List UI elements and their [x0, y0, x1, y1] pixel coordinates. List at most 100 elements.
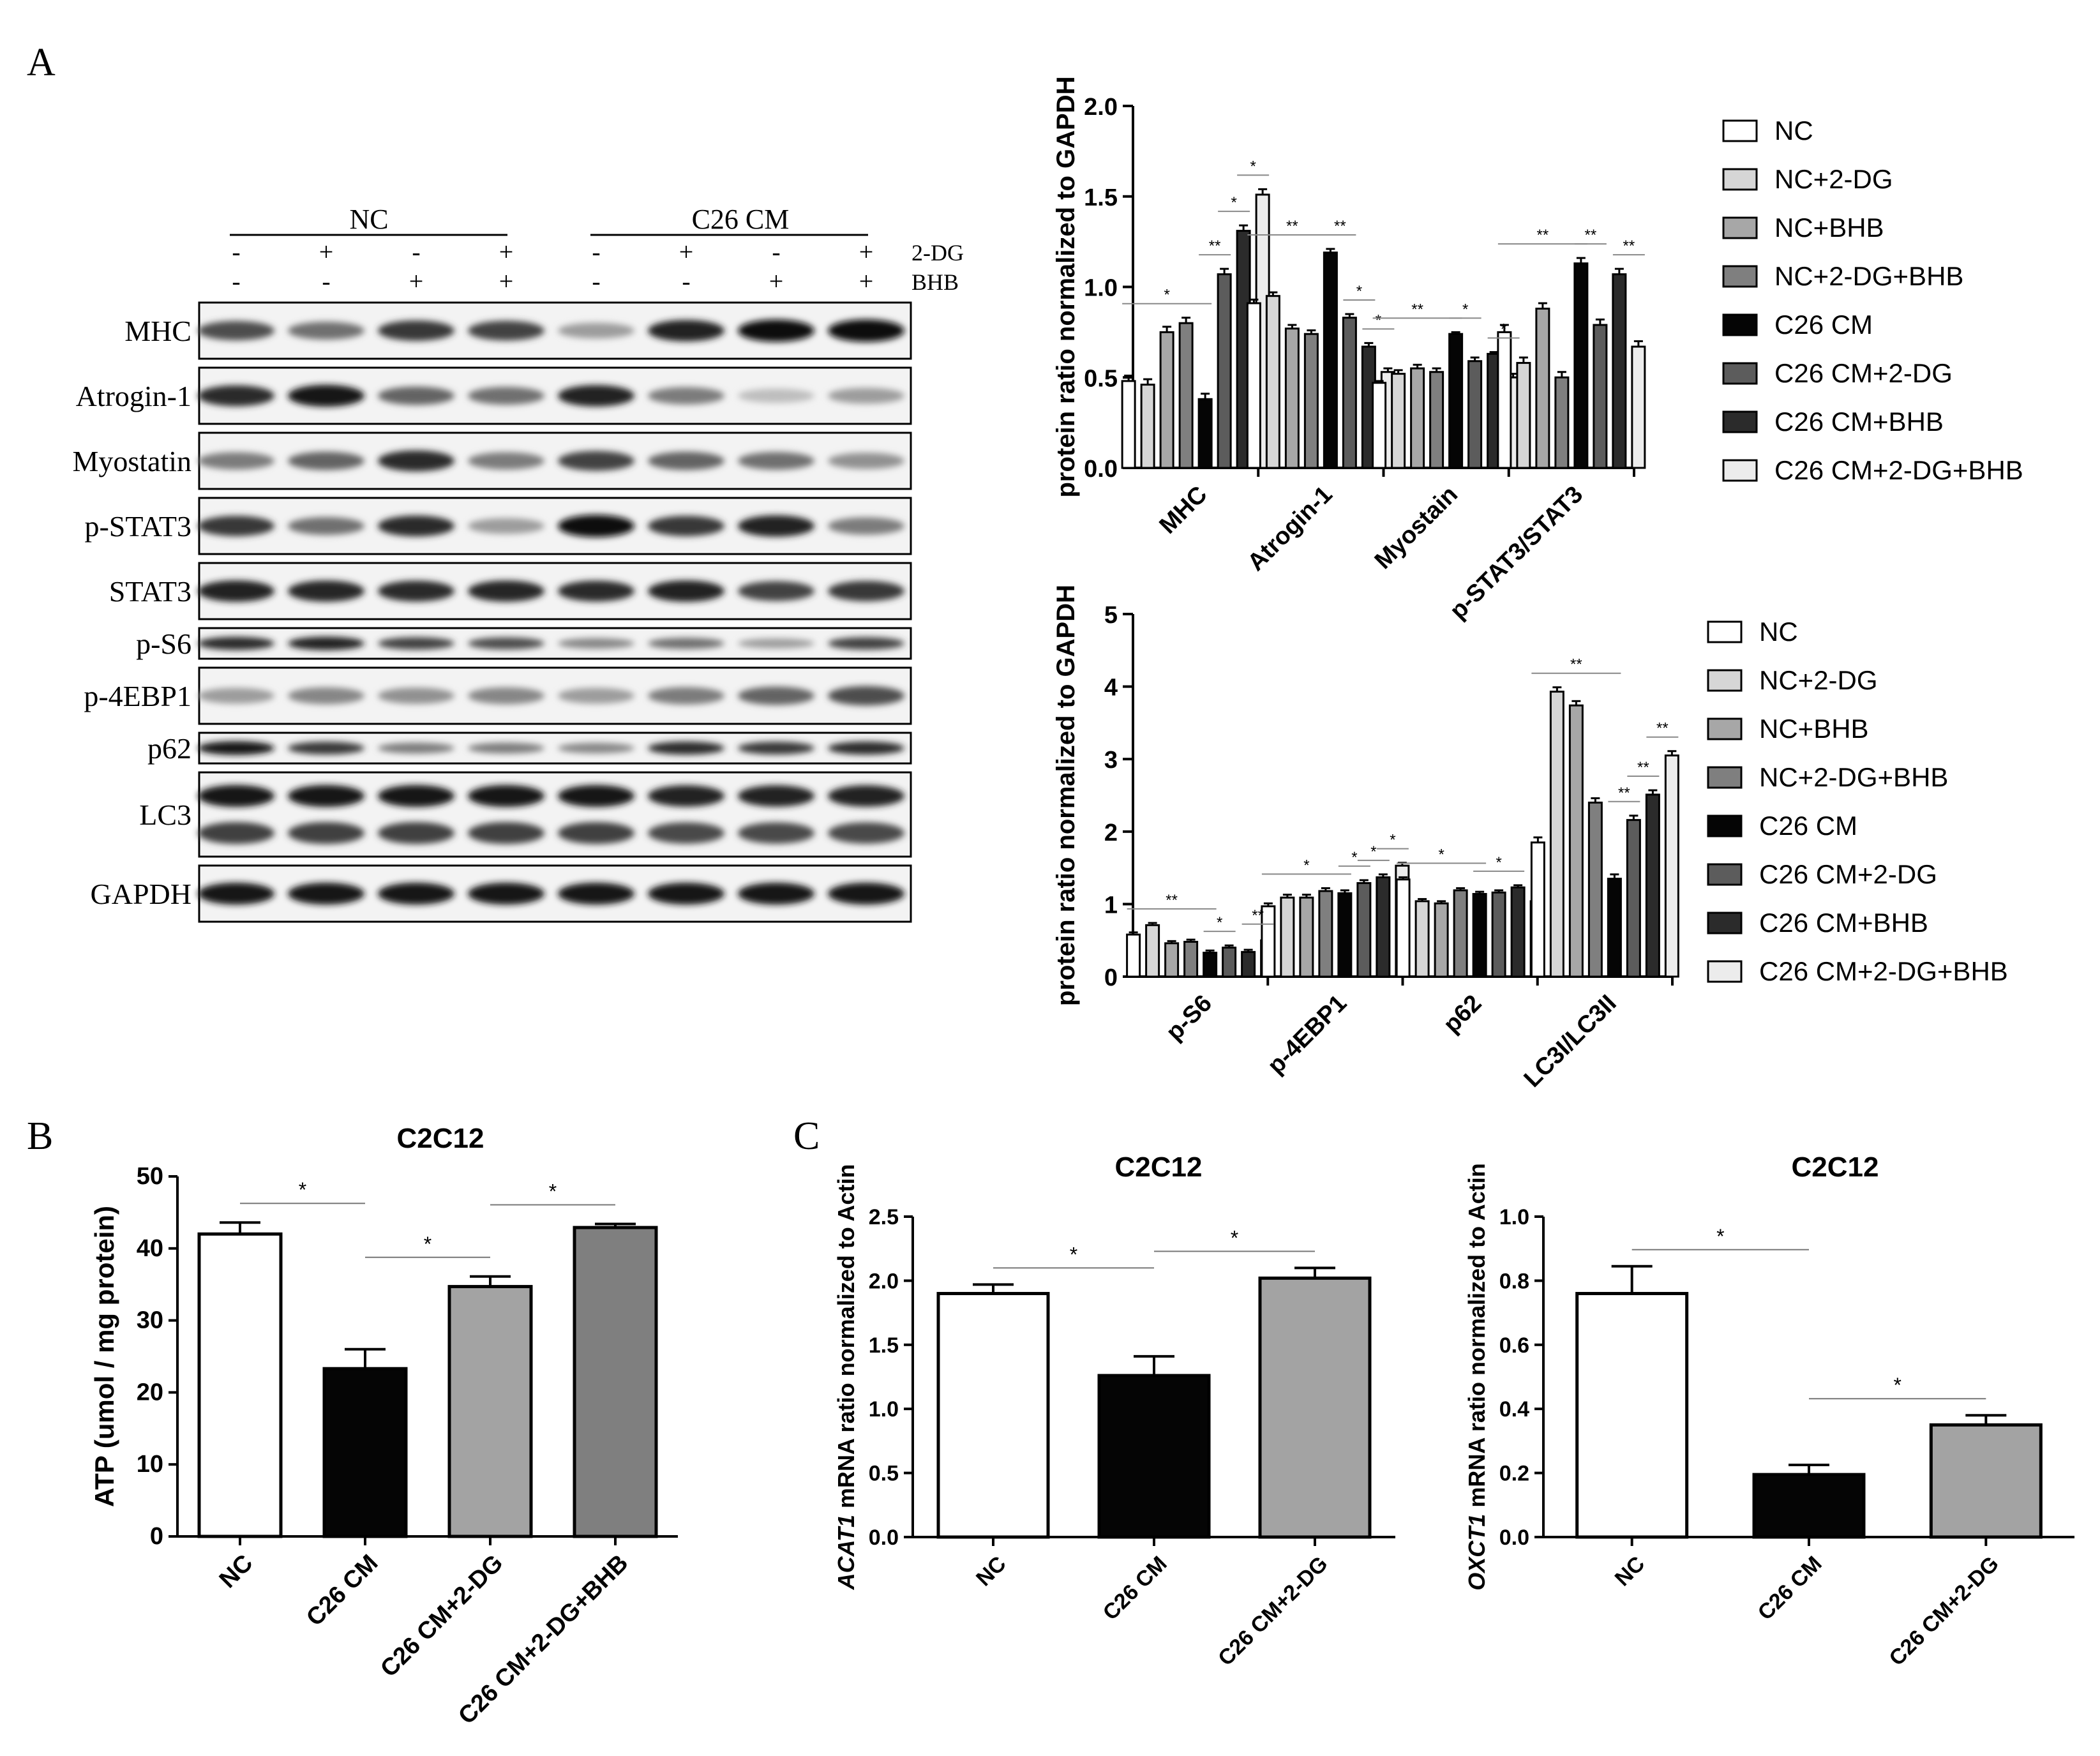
blot-band — [468, 580, 544, 602]
legend-label: NC — [1759, 617, 1798, 647]
blot-band — [828, 453, 904, 469]
bar-nc — [1530, 841, 1545, 978]
treatment-sign: + — [499, 237, 514, 266]
legend-swatch — [1707, 717, 1743, 740]
blot-band — [378, 580, 454, 602]
bar-c26-cm — [1448, 333, 1464, 469]
panel-label-a: A — [27, 41, 56, 84]
significance-mark: * — [1356, 283, 1362, 300]
blot-band — [558, 385, 634, 407]
group-label-nc: NC — [349, 204, 388, 235]
y-tick-label: 1.5 — [869, 1333, 899, 1358]
bar-nc-2-dg-bhb — [1429, 371, 1444, 469]
blot-band — [378, 822, 454, 844]
y-tick-label: 40 — [137, 1235, 163, 1262]
y-axis-title: ACAT1 mRNA ratio normalized to Actin — [833, 1164, 859, 1591]
blot-band — [738, 638, 814, 649]
bar-c26-cm — [1323, 251, 1338, 469]
blot-band — [828, 785, 904, 807]
bar-c26-cm-2-dg — [1342, 317, 1357, 469]
blot-band — [468, 784, 544, 807]
blot-band — [738, 452, 814, 470]
blot-band — [198, 822, 274, 844]
blot-band — [468, 320, 544, 341]
blot-band — [198, 741, 274, 755]
significance-mark: * — [1231, 194, 1236, 211]
legend-label: NC+BHB — [1759, 714, 1869, 744]
y-tick-label: 2 — [1104, 820, 1118, 846]
bar-nc-bhb — [1159, 331, 1174, 469]
bar-c26-cm-2-dg — [1217, 273, 1232, 469]
legend-swatch — [1722, 119, 1758, 142]
legend-swatch — [1707, 863, 1743, 886]
treatment-sign: + — [319, 237, 334, 266]
blot-band — [198, 516, 274, 536]
treatment-sign: - — [592, 267, 600, 296]
blot-row-label: p62 — [147, 732, 191, 765]
bar-c26-cm-2-dg — [1356, 882, 1372, 978]
legend-swatch — [1722, 265, 1758, 288]
bar-nc-2-dg-bhb — [1303, 333, 1319, 469]
x-tick-label: C26 CM+2-DG — [375, 1550, 508, 1683]
y-tick-label: 10 — [137, 1451, 163, 1478]
y-tick-label: 2.0 — [869, 1269, 899, 1293]
blot-row-label: p-4EBP1 — [84, 680, 191, 712]
significance-mark: * — [1164, 287, 1169, 304]
blot-band — [648, 822, 724, 844]
blot-band — [288, 636, 364, 650]
bar-c26-cm — [322, 1367, 408, 1538]
bar-nc-2-dg — [1516, 362, 1531, 469]
y-tick-label: 1.0 — [1084, 275, 1118, 302]
legend-swatch — [1722, 216, 1758, 239]
y-tick-label: 0.0 — [1084, 456, 1118, 483]
bar-c26-cm — [1097, 1374, 1211, 1539]
treatment-sign: + — [499, 267, 514, 296]
significance-mark: * — [1250, 158, 1256, 175]
significance-mark: * — [1370, 843, 1376, 860]
blot-band — [828, 637, 904, 650]
blot-band — [198, 320, 274, 341]
x-tick-label: C26 CM — [301, 1550, 383, 1632]
chart-title: C2C12 — [1115, 1152, 1203, 1183]
blot-row-label: Atrogin-1 — [76, 380, 191, 412]
bar-nc-bhb — [1535, 308, 1550, 469]
blot-band — [738, 686, 814, 705]
bar-c26-cm-bhb — [1376, 876, 1391, 978]
y-tick-label: 0.8 — [1499, 1269, 1529, 1293]
blot-band — [288, 384, 364, 407]
significance-mark: ** — [1209, 237, 1221, 255]
bar-c26-cm-2-dg — [1222, 947, 1237, 978]
bar-nc — [936, 1291, 1050, 1539]
blot-band — [828, 882, 904, 905]
x-tick-label: p-STAT3/STAT3 — [1444, 481, 1588, 625]
bar-nc-2-dg — [1140, 384, 1155, 469]
blot-row-label: STAT3 — [109, 575, 191, 608]
blot-row-label: Myostatin — [72, 445, 191, 477]
bar-nc-bhb — [1284, 327, 1300, 469]
y-tick-label: 50 — [137, 1163, 163, 1190]
chart-title: C2C12 — [1792, 1152, 1879, 1183]
significance-mark: ** — [1537, 227, 1549, 244]
significance-mark: * — [424, 1233, 431, 1256]
x-tick-label: NC — [971, 1552, 1011, 1591]
blot-band — [378, 882, 454, 905]
bar-nc-bhb — [1568, 704, 1584, 978]
significance-mark: ** — [1623, 237, 1635, 255]
blot-band — [378, 784, 454, 807]
legend-swatch — [1722, 459, 1758, 482]
y-tick-label: 1.0 — [869, 1397, 899, 1422]
treatment-sign: - — [772, 237, 780, 266]
blot-row-label: p-S6 — [136, 627, 191, 660]
significance-mark: ** — [1637, 759, 1649, 776]
y-tick-label: 4 — [1104, 675, 1118, 702]
legend-label: C26 CM — [1774, 310, 1873, 340]
legend-label: NC+2-DG+BHB — [1774, 261, 1963, 291]
blot-band — [288, 580, 364, 602]
bar-c26-cm-2-dg-bhb — [1664, 754, 1679, 978]
treatment-sign: - — [232, 267, 240, 296]
blot-band — [288, 451, 364, 470]
treatment-sign: - — [412, 237, 420, 266]
blot-band — [648, 638, 724, 649]
blot-band — [828, 387, 904, 404]
